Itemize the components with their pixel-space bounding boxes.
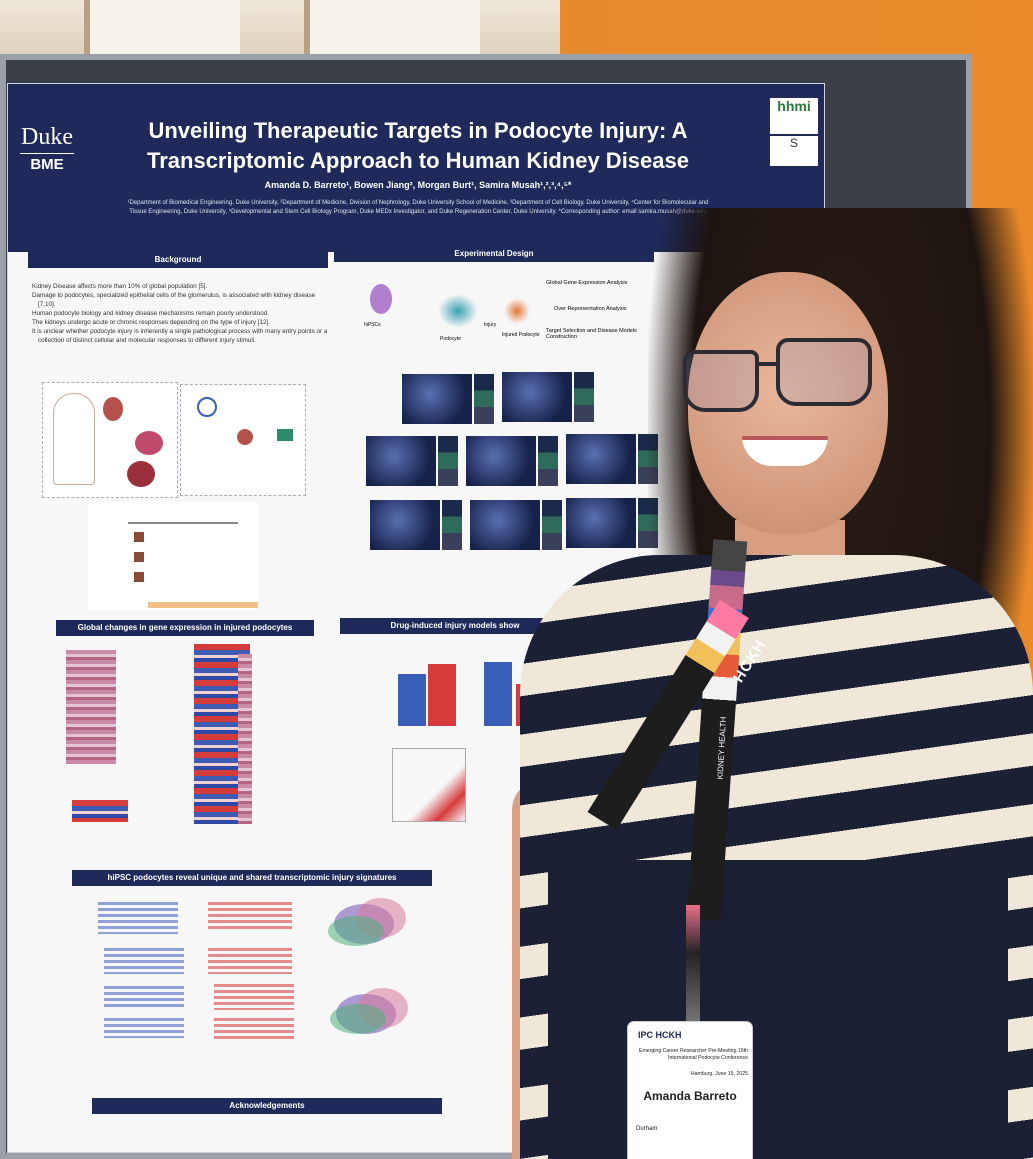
poster-title: Unveiling Therapeutic Targets in Podocyt… bbox=[147, 118, 689, 173]
background-bullets: Kidney Disease affects more than 10% of … bbox=[30, 282, 330, 345]
logo-sub: BME bbox=[20, 153, 74, 173]
channel-strip bbox=[574, 372, 594, 422]
section-drug-induced-header: Drug-induced injury models show bbox=[340, 618, 570, 634]
section-global-changes-header: Global changes in gene expression in inj… bbox=[56, 620, 314, 636]
design-output-2: Over Representation Analysis bbox=[554, 306, 627, 312]
glomerulus-icon bbox=[135, 431, 163, 455]
body-outline-icon bbox=[53, 393, 95, 485]
lanyard-clip bbox=[686, 905, 700, 1025]
channel-strip bbox=[474, 374, 494, 424]
bullet-item: It is unclear whether podocyte injury is… bbox=[32, 328, 328, 344]
microscopy-image bbox=[566, 434, 636, 484]
factor-icon bbox=[197, 397, 217, 417]
design-label-source: hiPSCs bbox=[364, 322, 381, 328]
horizontal-bar-chart bbox=[98, 902, 178, 934]
design-label-podocyte: Podocyte bbox=[440, 336, 461, 342]
volcano-plot bbox=[392, 748, 466, 822]
badge-date: Hamburg, June 15, 2025 bbox=[690, 1071, 748, 1077]
design-label-injured: Injured Podocyte bbox=[502, 332, 540, 338]
venn-circle bbox=[330, 1004, 386, 1034]
microscopy-image bbox=[502, 372, 572, 422]
injured-cell-icon bbox=[504, 298, 530, 324]
microscopy-image bbox=[370, 500, 440, 550]
microscopy-image bbox=[402, 374, 472, 424]
hhmi-logo: hhmi bbox=[770, 98, 818, 134]
channel-strip bbox=[542, 500, 562, 550]
progenitor-heatmap bbox=[72, 800, 128, 822]
glasses-right-lens bbox=[776, 338, 872, 406]
kidney-stage-icon bbox=[134, 532, 144, 592]
microscopy-image bbox=[470, 500, 540, 550]
bar-treated bbox=[428, 664, 456, 726]
channel-strip bbox=[438, 436, 458, 486]
injury-pathway-figure bbox=[88, 502, 258, 610]
kidney-icon bbox=[237, 429, 253, 445]
horizontal-bar-chart bbox=[104, 948, 184, 974]
duke-bme-logo: Duke BME bbox=[14, 124, 80, 192]
shirt-lower bbox=[548, 860, 1008, 1159]
section-acknowledgements-header: Acknowledgements bbox=[92, 1098, 442, 1114]
anatomy-figure bbox=[42, 382, 178, 498]
bullet-item: Human podocyte biology and kidney diseas… bbox=[32, 310, 269, 317]
smile bbox=[742, 436, 828, 466]
poster-authors: Amanda D. Barreto¹, Bowen Jiang², Morgan… bbox=[264, 180, 572, 190]
badge-name: Amanda Barreto bbox=[643, 1089, 737, 1103]
factor-icon bbox=[277, 429, 293, 441]
pathway-line bbox=[128, 522, 238, 524]
microscopy-image bbox=[466, 436, 536, 486]
microscopy-image bbox=[366, 436, 436, 486]
horizontal-bar-chart bbox=[104, 986, 184, 1008]
glasses-left-lens bbox=[683, 350, 759, 412]
podocyte-cell-icon bbox=[438, 294, 478, 328]
bullet-item: Damage to podocytes, specialized epithel… bbox=[32, 292, 316, 308]
channel-strip bbox=[538, 436, 558, 486]
design-output-3: Target Selection and Disease Models Cons… bbox=[546, 328, 637, 340]
channel-strip bbox=[442, 500, 462, 550]
section-signatures-header: hiPSC podocytes reveal unique and shared… bbox=[72, 870, 432, 886]
horizontal-bar-chart bbox=[208, 948, 292, 974]
badge-event: Emerging Career Researcher Pre-Meeting 1… bbox=[639, 1048, 748, 1061]
horizontal-bar-chart bbox=[104, 1018, 184, 1038]
design-label-injury: Injury bbox=[484, 322, 497, 328]
predisposition-figure bbox=[180, 384, 306, 496]
sponsor-logo: S bbox=[770, 136, 818, 166]
horizontal-bar-chart bbox=[214, 984, 294, 1010]
hipsc-icon bbox=[370, 284, 392, 314]
heatmap-strip bbox=[238, 654, 252, 824]
design-output-1: Global Gene Expression Analysis bbox=[546, 280, 628, 286]
heatmap bbox=[66, 650, 116, 764]
badge-city: Durham bbox=[636, 1126, 658, 1132]
bar-control bbox=[398, 674, 426, 726]
horizontal-bar-chart bbox=[208, 902, 292, 932]
badge-logos: IPC HCKH bbox=[638, 1030, 682, 1040]
section-experimental-design-header: Experimental Design bbox=[334, 246, 654, 262]
poster-affiliations: ¹Department of Biomedical Engineering, D… bbox=[127, 200, 709, 215]
bar-control bbox=[484, 662, 512, 726]
name-badge: IPC HCKH Emerging Career Researcher Pre-… bbox=[628, 1022, 752, 1159]
podocyte-icon bbox=[127, 461, 155, 487]
horizontal-bar-chart bbox=[214, 1018, 294, 1042]
microscopy-image bbox=[566, 498, 636, 548]
logo-word: Duke bbox=[21, 124, 73, 150]
glasses-bridge bbox=[757, 362, 779, 366]
venn-circle bbox=[328, 916, 384, 946]
kidney-icon bbox=[103, 397, 123, 421]
bullet-item: The kidneys undergo acute or chronic res… bbox=[32, 319, 271, 326]
section-background-header: Background bbox=[28, 252, 328, 268]
timeline-bar bbox=[148, 602, 258, 608]
bullet-item: Kidney Disease affects more than 10% of … bbox=[32, 283, 208, 290]
